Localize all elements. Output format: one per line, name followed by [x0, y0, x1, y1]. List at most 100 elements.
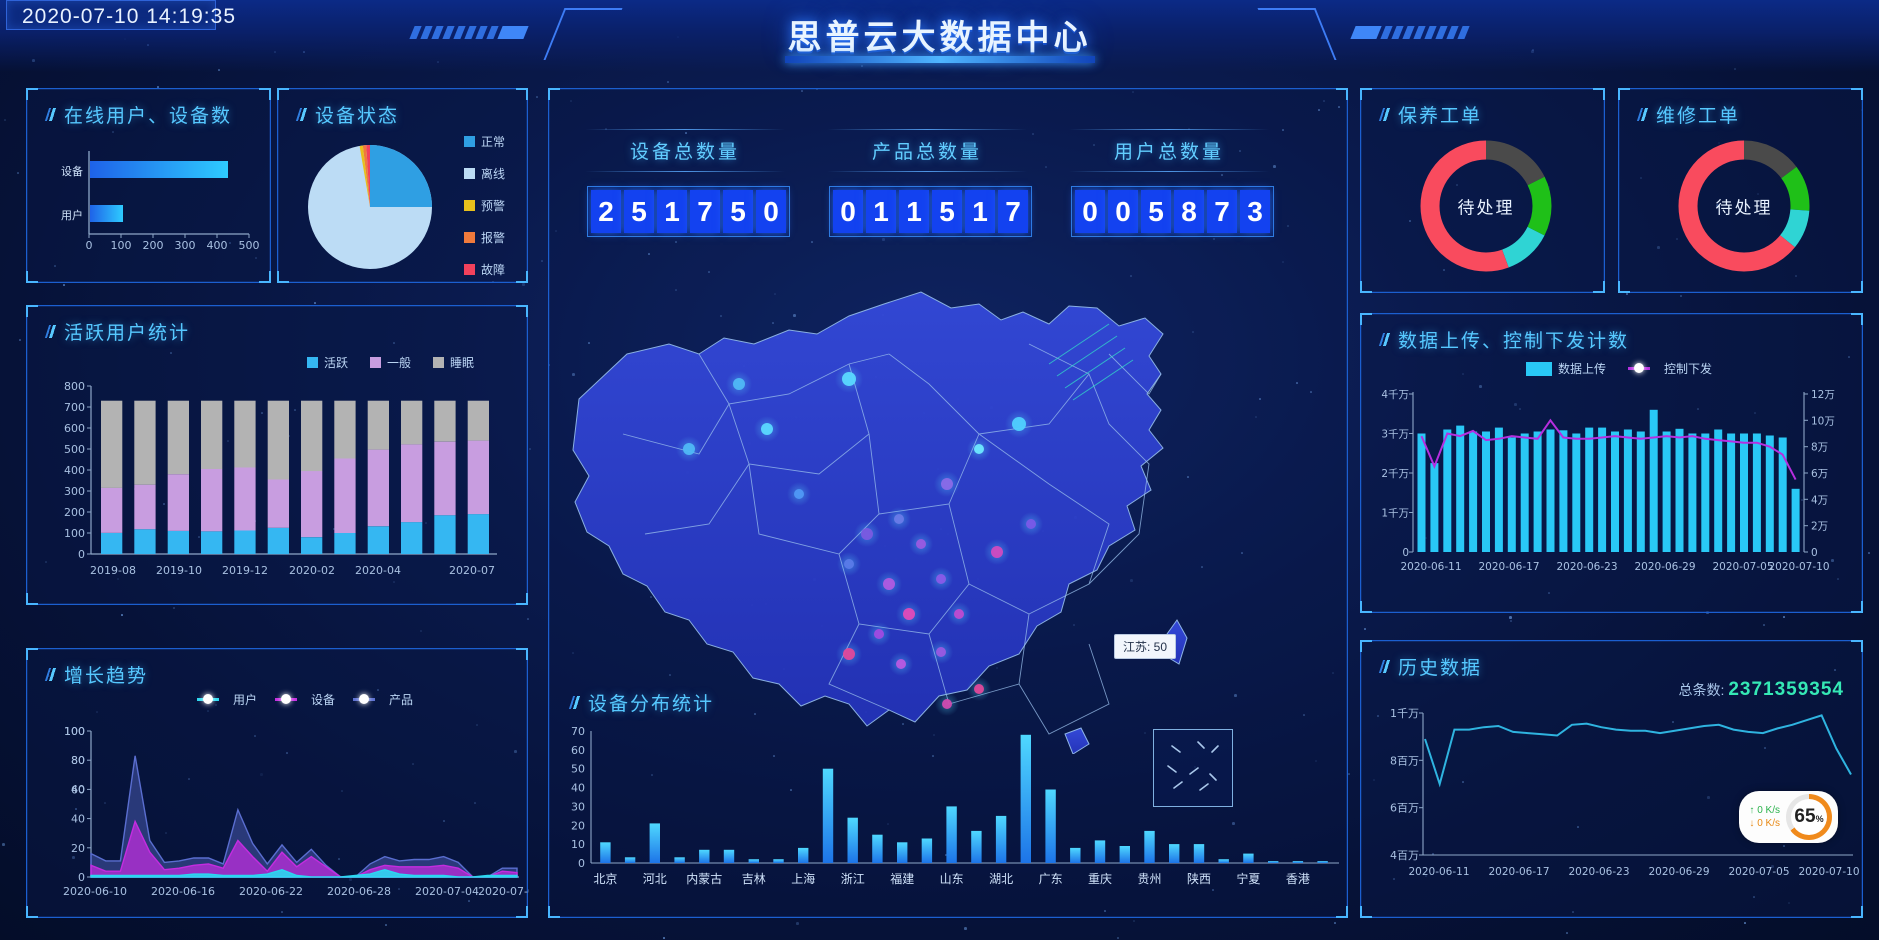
donut-maintenance[interactable]: 待处理 — [1411, 131, 1561, 281]
svg-text:2020-07-05: 2020-07-05 — [1712, 561, 1773, 573]
history-total-value: 2371359354 — [1728, 679, 1844, 700]
digit: 2 — [591, 190, 621, 233]
chart-growth-trend[interactable]: 1008040 020406080100 2020-06-10 2020-06-1… — [27, 719, 529, 914]
panel-title-upload-text: 数据上传、控制下发计数 — [1398, 326, 1629, 353]
digit: 1 — [657, 190, 687, 233]
svg-text:2020-06-11: 2020-06-11 — [1408, 866, 1469, 878]
svg-text:1千万: 1千万 — [1390, 707, 1419, 720]
history-total-rows: 总条数: 2371359354 — [1679, 679, 1844, 701]
digit: 3 — [1240, 190, 1270, 233]
svg-text:2020-06-11: 2020-06-11 — [1400, 561, 1461, 573]
chart-device-distribution[interactable]: 0 10 20 30 40 50 60 70 北京 河北 内蒙古 吉林 上海 浙江 福建 山东 湖北 广东 重庆 贵… — [549, 721, 1349, 911]
svg-text:20: 20 — [71, 842, 85, 855]
digit: 5 — [723, 190, 753, 233]
kpi-value-devices: 2 5 1 7 5 0 — [587, 186, 790, 237]
svg-text:0: 0 — [78, 871, 85, 884]
kpi-label-users: 用户总数量 — [1069, 137, 1269, 164]
panel-center-map: 设备总数量 2 5 1 7 5 0 产品总数量 0 1 1 5 1 7 用户总数… — [548, 88, 1348, 918]
panel-upload-control: 数据上传、控制下发计数 数据上传 控制下发 0 1千万 2千万 3千万 4千万 0 2万 4… — [1360, 313, 1863, 613]
network-speed-widget[interactable]: ↑ 0 K/s ↓ 0 K/s 65% — [1739, 791, 1838, 843]
legend-item-products[interactable]: 产品 — [353, 691, 413, 708]
svg-text:60: 60 — [571, 744, 585, 757]
clock-label: 2020-07-10 14:19:35 — [14, 3, 244, 31]
legend-item-sleep[interactable]: 睡眠 — [433, 354, 474, 371]
kpi-label-products: 产品总数量 — [827, 137, 1027, 164]
page-title: 思普云大数据中心 — [788, 10, 1092, 59]
digit: 5 — [1141, 190, 1171, 233]
panel-active-users: 活跃用户统计 活跃 一般 睡眠 800 700 600 500 400 300 200 1… — [26, 305, 528, 605]
svg-text:宁夏: 宁夏 — [1236, 871, 1260, 886]
map-tooltip: 江苏: 50 — [1114, 634, 1176, 659]
legend-item-active[interactable]: 活跃 — [307, 354, 348, 371]
legend-upload: 数据上传 控制下发 — [1526, 360, 1712, 377]
svg-text:重庆: 重庆 — [1088, 872, 1112, 886]
svg-text:2020-02: 2020-02 — [289, 564, 335, 577]
svg-text:2020-06-17: 2020-06-17 — [1488, 866, 1549, 878]
svg-text:400: 400 — [207, 239, 228, 252]
china-map[interactable] — [549, 234, 1349, 754]
legend-item-devices[interactable]: 设备 — [275, 691, 335, 708]
kpi-value-users: 0 0 5 8 7 3 — [1071, 186, 1274, 237]
legend-item-normal[interactable]: 正常 — [464, 133, 505, 150]
chart-device-status-pie[interactable] — [282, 133, 457, 283]
panel-repair-order: 维修工单 待处理 — [1618, 88, 1863, 293]
svg-text:2020-06-29: 2020-06-29 — [1648, 866, 1709, 878]
donut-repair-center-label: 待处理 — [1716, 194, 1773, 219]
svg-text:100: 100 — [64, 527, 85, 540]
svg-text:山东: 山东 — [940, 872, 964, 886]
chart-active-users[interactable]: 800 700 600 500 400 300 200 100 0 2019-08 2019-… — [27, 378, 529, 603]
svg-text:0: 0 — [86, 239, 93, 252]
svg-text:陕西: 陕西 — [1187, 871, 1211, 886]
panel-title-online-text: 在线用户、设备数 — [64, 101, 232, 128]
digit: 8 — [1174, 190, 1204, 233]
legend-growth: 用户 设备 产品 — [197, 691, 413, 708]
chart-upload-control[interactable]: 0 1千万 2千万 3千万 4千万 0 2万 4万 6万 8万 10万 12万 2020-06-11… — [1361, 384, 1864, 609]
svg-text:2020-04: 2020-04 — [355, 564, 401, 577]
svg-text:上海: 上海 — [791, 871, 815, 886]
svg-text:300: 300 — [64, 485, 85, 498]
legend-item-users[interactable]: 用户 — [197, 691, 257, 708]
svg-text:2020-06-29: 2020-06-29 — [1634, 561, 1695, 573]
panel-title-maintenance: 保养工单 — [1381, 101, 1482, 128]
svg-text:100: 100 — [64, 725, 85, 738]
panel-growth-trend: 增长趋势 用户 设备 产品 100 80 40 0 20 40 60 80 100 2020-… — [26, 648, 528, 918]
title-marker-icon — [45, 325, 58, 338]
digit: 1 — [866, 190, 896, 233]
svg-text:70: 70 — [571, 725, 585, 738]
svg-text:700: 700 — [64, 401, 85, 414]
svg-text:2020-07: 2020-07 — [449, 564, 495, 577]
digit: 7 — [690, 190, 720, 233]
legend-item-alarm[interactable]: 报警 — [464, 229, 505, 246]
legend-item-fault[interactable]: 故障 — [464, 261, 505, 278]
panel-title-device-dist-text: 设备分布统计 — [588, 689, 714, 716]
legend-item-upload[interactable]: 数据上传 — [1526, 360, 1606, 377]
svg-text:200: 200 — [64, 506, 85, 519]
legend-item-warning[interactable]: 预警 — [464, 197, 505, 214]
digit: 5 — [932, 190, 962, 233]
chart-online-users-devices[interactable]: 设备 用户 0 100 200 300 400 500 — [27, 139, 272, 279]
svg-text:0: 0 — [1811, 547, 1818, 559]
svg-text:吉林: 吉林 — [742, 872, 766, 886]
header-bar: 2020-07-10 14:19:35 思普云大数据中心 — [0, 0, 1879, 72]
svg-text:2020-06-23: 2020-06-23 — [1556, 561, 1617, 573]
header-left-decoration — [412, 26, 526, 39]
svg-text:用户: 用户 — [61, 208, 83, 222]
legend-item-general[interactable]: 一般 — [370, 354, 411, 371]
svg-text:1千万: 1千万 — [1381, 508, 1409, 520]
kpi-value-products: 0 1 1 5 1 7 — [829, 186, 1032, 237]
legend-item-control[interactable]: 控制下发 — [1628, 360, 1712, 377]
svg-text:4千万: 4千万 — [1381, 389, 1409, 401]
svg-text:0: 0 — [78, 548, 85, 561]
legend-active-users: 活跃 一般 睡眠 — [307, 354, 474, 371]
donut-maintenance-center-label: 待处理 — [1458, 194, 1515, 219]
digit: 0 — [756, 190, 786, 233]
svg-text:2020-07-05: 2020-07-05 — [1728, 866, 1789, 878]
upload-speed: ↑ 0 K/s — [1749, 804, 1780, 817]
svg-text:50: 50 — [571, 763, 585, 776]
donut-repair[interactable]: 待处理 — [1669, 131, 1819, 281]
svg-text:200: 200 — [143, 239, 164, 252]
svg-text:浙江: 浙江 — [841, 872, 865, 886]
svg-text:800: 800 — [64, 380, 85, 393]
legend-item-offline[interactable]: 离线 — [464, 165, 505, 182]
download-speed: ↓ 0 K/s — [1749, 817, 1780, 830]
